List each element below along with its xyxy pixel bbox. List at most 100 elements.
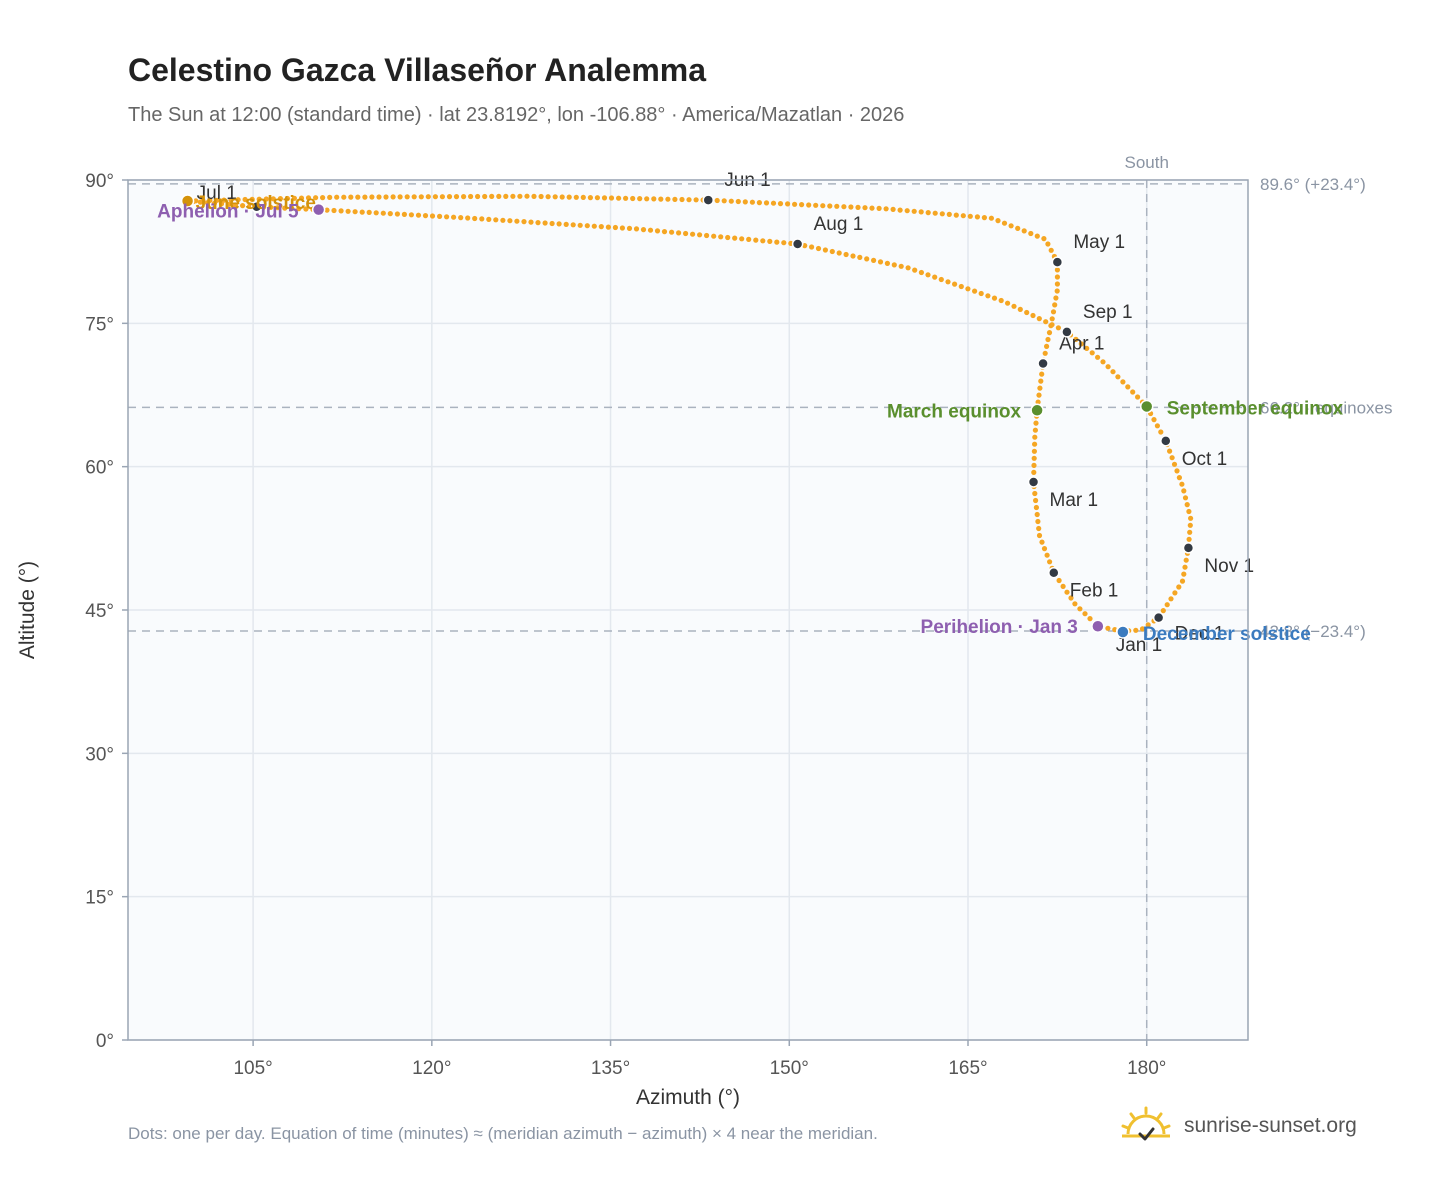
day-dot: [383, 194, 389, 200]
day-dot: [1036, 525, 1042, 532]
month-label: Aug 1: [814, 214, 864, 235]
day-dot: [225, 201, 232, 207]
day-dot: [1151, 417, 1157, 423]
day-dot: [1176, 475, 1182, 481]
day-dot: [432, 194, 438, 200]
month-marker: [702, 194, 715, 206]
day-dot: [545, 194, 551, 200]
day-dot: [387, 211, 393, 217]
day-dot: [672, 196, 678, 202]
day-dot: [690, 231, 696, 237]
day-dot: [630, 195, 636, 202]
day-dot: [204, 200, 210, 206]
day-dot: [988, 215, 995, 221]
day-dot: [1105, 364, 1111, 370]
day-dot: [468, 193, 474, 200]
day-dot: [1139, 626, 1146, 632]
day-dot: [1050, 309, 1057, 315]
day-dot: [1048, 247, 1054, 253]
day-dot: [1036, 316, 1042, 322]
event-label: September equinox: [1167, 398, 1344, 419]
month-label: Sep 1: [1083, 302, 1133, 323]
day-dot: [380, 210, 386, 216]
day-dot: [820, 203, 826, 209]
day-dot: [552, 194, 558, 200]
day-dot: [841, 204, 847, 210]
day-dot: [542, 220, 548, 226]
reference-label: 42.8° (−23.4°): [1260, 622, 1366, 641]
day-dot: [1031, 469, 1037, 475]
event-marker: [1091, 619, 1105, 633]
day-dot: [1068, 595, 1074, 601]
day-dot: [1167, 448, 1173, 454]
day-dot: [918, 209, 924, 215]
day-dot: [458, 215, 464, 221]
y-tick-label: 15°: [85, 888, 114, 909]
day-dot: [1047, 559, 1053, 565]
day-dot: [313, 195, 319, 201]
day-dot: [1183, 557, 1189, 563]
day-dot: [1033, 504, 1039, 511]
day-dot: [608, 195, 615, 201]
day-dot: [408, 212, 414, 218]
day-dot: [514, 218, 520, 224]
day-dot: [461, 194, 467, 200]
day-dot: [1187, 522, 1193, 528]
x-tick-label: 180°: [1127, 1058, 1166, 1079]
day-dot: [573, 194, 579, 200]
day-dot: [580, 194, 586, 200]
month-label: May 1: [1073, 232, 1125, 253]
day-dot: [953, 212, 959, 218]
day-dot: [1176, 584, 1182, 590]
day-dot: [1179, 578, 1186, 584]
day-dot: [1145, 622, 1151, 628]
day-dot: [577, 222, 583, 228]
day-dot: [1011, 303, 1017, 309]
day-dot: [1184, 502, 1190, 508]
day-dot: [1054, 274, 1060, 280]
day-dot: [998, 297, 1004, 304]
day-dot: [1036, 532, 1043, 539]
month-label: Dec 1: [1175, 624, 1225, 645]
day-dot: [785, 201, 791, 207]
day-dot: [1054, 281, 1060, 287]
day-dot: [401, 211, 407, 217]
x-tick-label: 120°: [412, 1058, 451, 1079]
day-dot: [1120, 379, 1126, 385]
day-dot: [939, 211, 945, 217]
day-dot: [1031, 462, 1037, 468]
day-dot: [411, 194, 417, 200]
day-dot: [1037, 385, 1043, 391]
day-dot: [1045, 336, 1051, 343]
day-dot: [1035, 399, 1041, 405]
x-tick-label: 105°: [233, 1058, 272, 1079]
brand-logo[interactable]: sunrise-sunset.org: [1120, 1104, 1357, 1148]
month-label: Nov 1: [1204, 556, 1254, 577]
day-dot: [619, 225, 626, 231]
day-dot: [605, 224, 612, 230]
meridian-label: South: [1125, 153, 1169, 172]
day-dot: [1005, 300, 1011, 306]
day-dot: [240, 203, 246, 209]
day-dot: [1100, 359, 1106, 365]
day-dot: [991, 295, 998, 301]
day-dot: [1052, 302, 1058, 308]
day-dot: [676, 230, 682, 236]
brand-name: sunrise-sunset.org: [1184, 1114, 1357, 1137]
day-dot: [305, 195, 312, 201]
day-dot: [1135, 394, 1141, 400]
day-dot: [633, 226, 640, 232]
day-dot: [981, 215, 988, 221]
day-dot: [739, 236, 745, 242]
day-dot: [538, 193, 544, 200]
day-dot: [777, 201, 784, 207]
day-dot: [479, 216, 485, 222]
day-dot: [496, 193, 502, 199]
x-tick-label: 165°: [948, 1058, 987, 1079]
day-dot: [327, 194, 333, 200]
day-dot: [528, 219, 534, 225]
day-dot: [651, 196, 657, 202]
day-dot: [446, 194, 453, 200]
event-label: March equinox: [887, 401, 1022, 422]
day-dot: [1130, 389, 1136, 395]
